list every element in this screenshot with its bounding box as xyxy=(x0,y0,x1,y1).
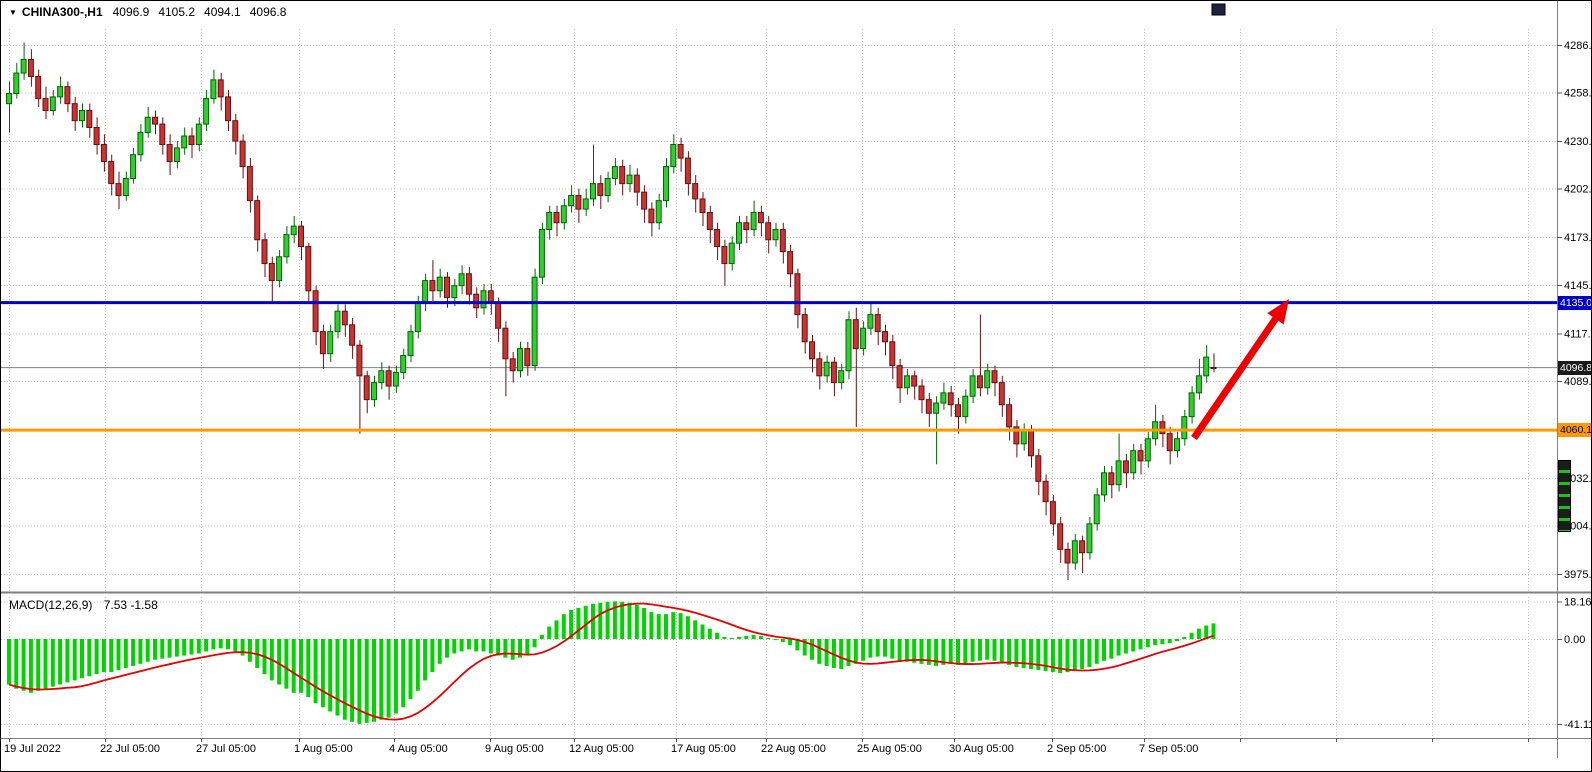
macd-tick-label: 18.16 xyxy=(1564,596,1592,608)
time-tick-label: 22 Aug 05:00 xyxy=(761,743,826,755)
time-tick-label: 2 Sep 05:00 xyxy=(1047,743,1106,755)
price-tick-label: 4173.5 xyxy=(1564,232,1592,244)
time-tick-label: 7 Sep 05:00 xyxy=(1139,743,1198,755)
price-tick-label: 4117.0 xyxy=(1564,328,1592,340)
macd-tick-label: 0.00 xyxy=(1564,634,1585,646)
support-price-tag: 4060.1 xyxy=(1558,423,1592,438)
macd-values: 7.53 -1.58 xyxy=(103,598,158,612)
time-tick-label: 9 Aug 05:00 xyxy=(485,743,544,755)
macd-histogram xyxy=(7,601,1216,724)
price-axis-scroll-thumb[interactable] xyxy=(1558,460,1571,532)
price-tick-label: 4286.5 xyxy=(1564,40,1592,52)
price-tick-label: 3975.5 xyxy=(1564,569,1592,581)
macd-indicator-label: MACD(12,26,9) 7.53 -1.58 xyxy=(9,598,158,612)
price-tick-label: 4202.0 xyxy=(1564,184,1592,196)
time-tick-label: 25 Aug 05:00 xyxy=(857,743,922,755)
ohlc-close: 4096.8 xyxy=(249,5,287,19)
chart-header: ▼ CHINA300-,H1 4096.9 4105.2 4094.1 4096… xyxy=(9,5,295,19)
time-tick-label: 1 Aug 05:00 xyxy=(294,743,353,755)
time-tick-label: 4 Aug 05:00 xyxy=(389,743,448,755)
time-tick-label: 27 Jul 05:00 xyxy=(196,743,256,755)
macd-axis[interactable]: 18.16 0.00 -41.11 xyxy=(1557,596,1592,731)
macd-name: MACD(12,26,9) xyxy=(9,598,93,612)
time-tick-label: 30 Aug 05:00 xyxy=(949,743,1014,755)
symbol-timeframe-label: CHINA300-,H1 xyxy=(21,5,103,19)
price-tick-label: 4089.0 xyxy=(1564,376,1592,388)
time-tick-label: 17 Aug 05:00 xyxy=(671,743,736,755)
candlestick-series xyxy=(6,42,1217,580)
resistance-price-tag: 4135.0 xyxy=(1558,295,1592,310)
time-tick-label: 22 Jul 05:00 xyxy=(100,743,160,755)
macd-tick-label: -41.11 xyxy=(1564,719,1592,731)
time-tick-label: 12 Aug 05:00 xyxy=(569,743,634,755)
price-tick-label: 4230.0 xyxy=(1564,136,1592,148)
macd-signal-line xyxy=(8,602,1214,721)
price-tick-label: 4258.5 xyxy=(1564,88,1592,100)
current-price-tag: 4096.8 xyxy=(1558,360,1592,375)
ohlc-low: 4094.1 xyxy=(204,5,241,19)
trend-arrow-annotation[interactable] xyxy=(1191,299,1289,440)
price-tick-label: 4145.5 xyxy=(1564,280,1592,292)
ohlc-high: 4105.2 xyxy=(158,5,196,19)
time-axis[interactable]: 19 Jul 2022 22 Jul 05:00 27 Jul 05:00 1 Aug… xyxy=(4,738,1529,755)
time-tick-label: 19 Jul 2022 xyxy=(4,743,61,755)
panel-borders xyxy=(1,1,1591,758)
chart-shift-marker[interactable] xyxy=(1211,3,1226,16)
symbol-dropdown-icon[interactable]: ▼ xyxy=(9,7,17,17)
ohlc-open: 4096.9 xyxy=(112,5,150,19)
